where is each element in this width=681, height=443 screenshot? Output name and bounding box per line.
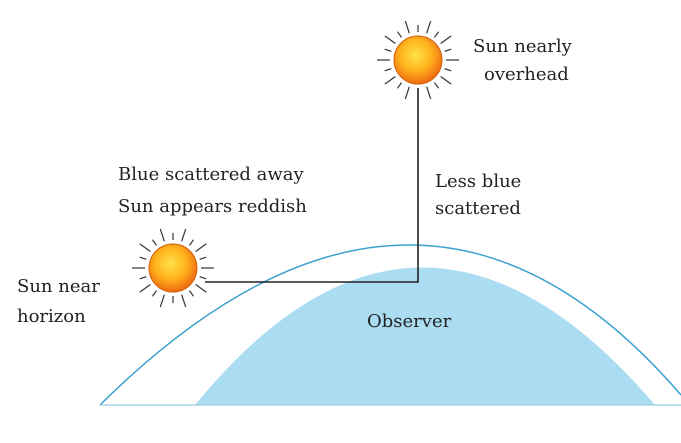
sun-ray (159, 228, 165, 242)
sun-ray (139, 243, 151, 253)
sun-ray (139, 283, 151, 293)
sun-ray (433, 31, 440, 38)
sun-ray (396, 82, 403, 89)
sun-ray (444, 48, 452, 52)
sun-ray (384, 68, 392, 72)
label: Sun appears reddish (118, 196, 307, 217)
label: overhead (484, 64, 569, 85)
sun-ray (384, 75, 396, 85)
sun-ray (199, 256, 207, 260)
sun-ray (188, 290, 195, 297)
sun-overhead (377, 20, 459, 100)
atmosphere-boundary (99, 244, 681, 406)
sun-ray (151, 239, 158, 246)
label: Observer (367, 311, 452, 332)
sun-ray (139, 276, 147, 280)
label: horizon (17, 306, 86, 327)
sun-ray (396, 31, 403, 38)
sun-ray (384, 35, 396, 45)
sun-disc (148, 243, 198, 293)
sun-ray (384, 48, 392, 52)
light-path (205, 88, 419, 283)
sun-ray (181, 228, 187, 242)
sun-ray (426, 86, 432, 100)
sun-ray (404, 86, 410, 100)
label: scattered (435, 198, 521, 219)
sun-ray (195, 283, 207, 293)
label: Sun nearly (473, 36, 573, 57)
sun-ray (426, 20, 432, 34)
label: Sun near (17, 276, 100, 297)
label: Less blue (435, 171, 521, 192)
sun-ray (404, 20, 410, 34)
label: Blue scattered away (118, 164, 304, 185)
sun-ray (440, 35, 452, 45)
sun-ray (199, 276, 207, 280)
sun-horizon (132, 228, 214, 308)
sun-ray (440, 75, 452, 85)
sun-ray (159, 294, 165, 308)
sun-ray (151, 290, 158, 297)
sun-ray (181, 294, 187, 308)
sun-ray (195, 243, 207, 253)
sun-ray (433, 82, 440, 89)
sun-ray (188, 239, 195, 246)
sun-disc (393, 35, 443, 85)
sun-ray (444, 68, 452, 72)
sun-ray (139, 256, 147, 260)
earth-dome (195, 267, 655, 405)
